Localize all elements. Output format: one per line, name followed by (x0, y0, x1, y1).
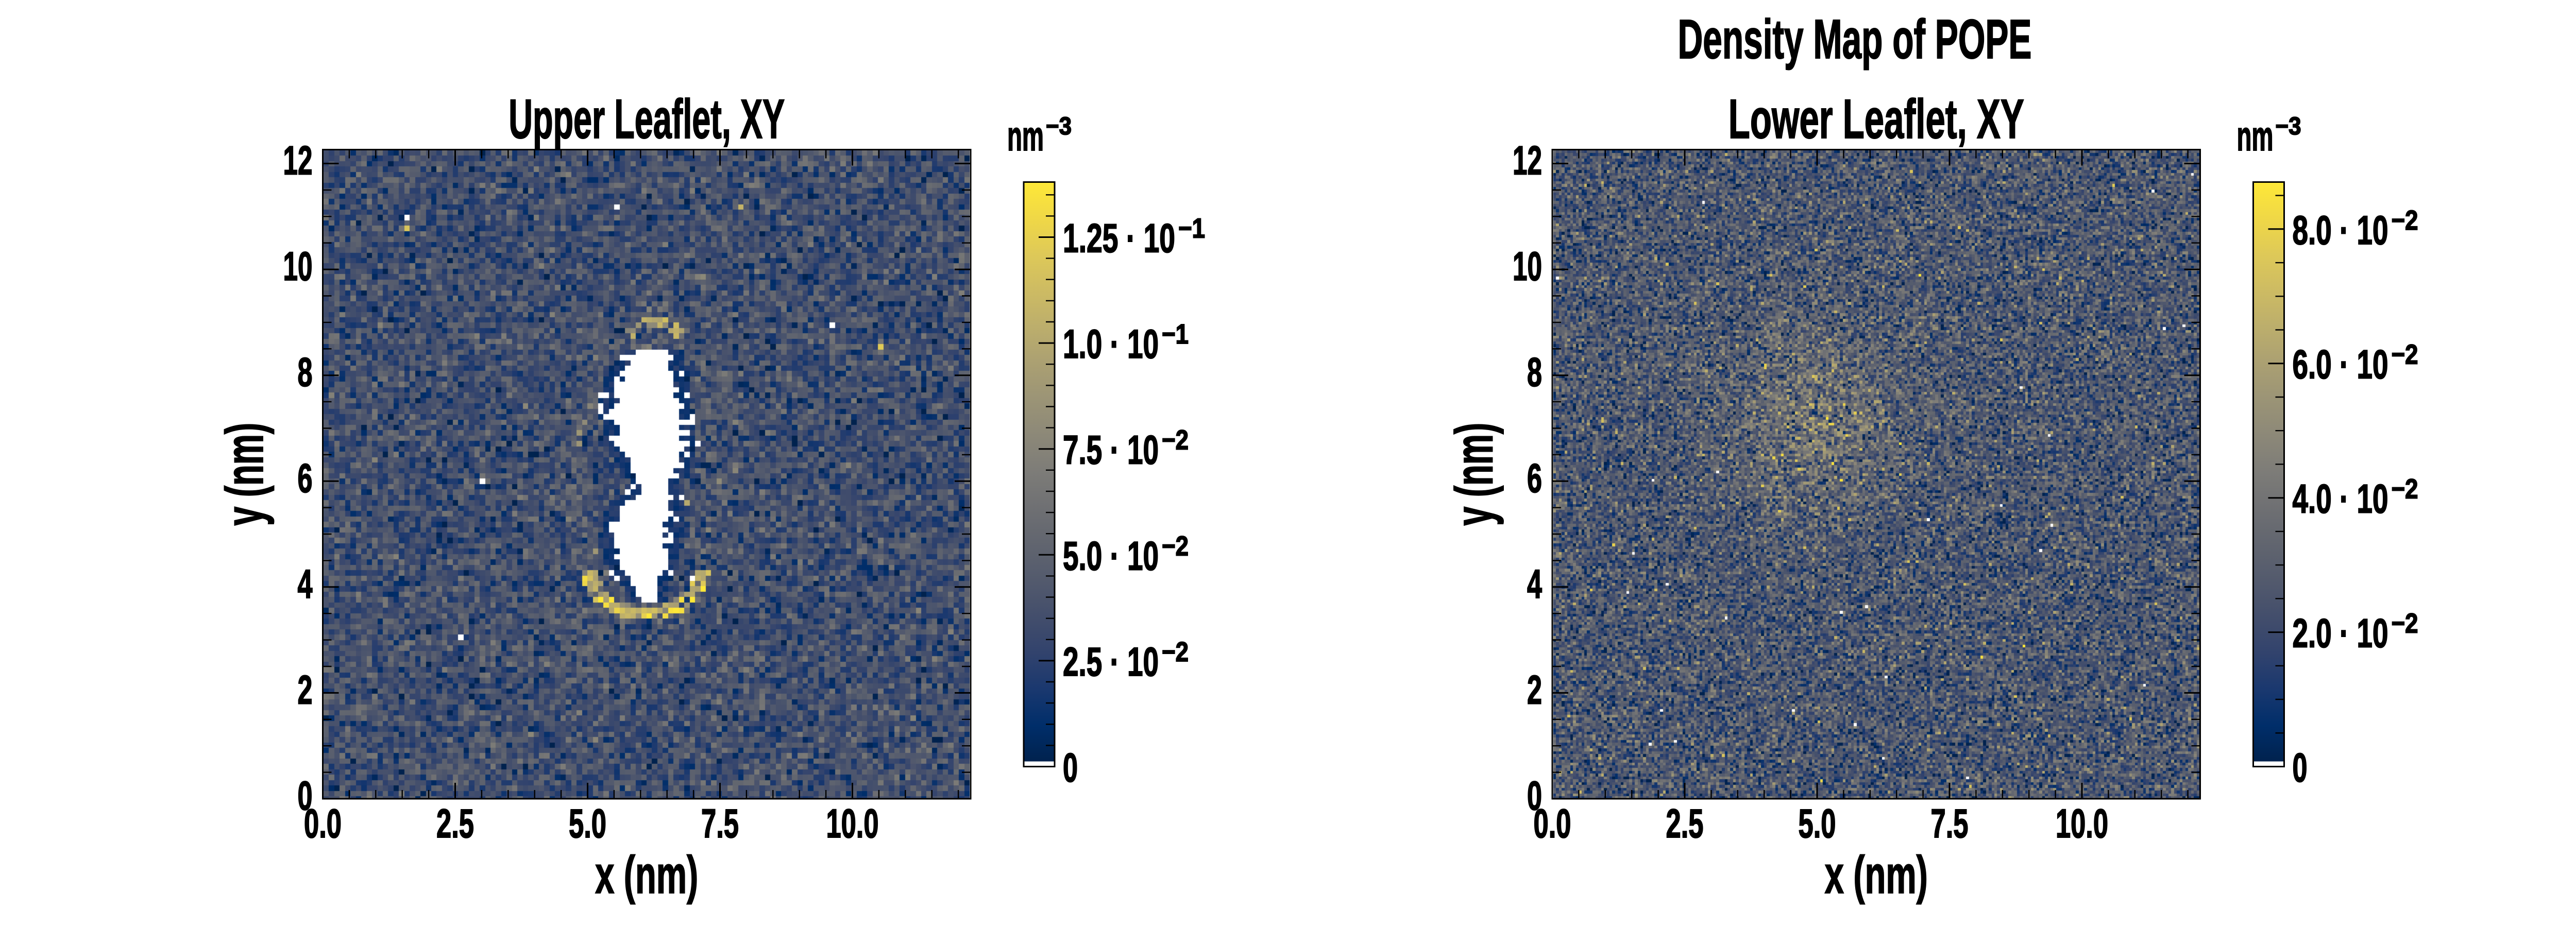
svg-text:1.0 · 10: 1.0 · 10 (1063, 321, 1159, 367)
svg-text:−3: −3 (1046, 113, 1072, 140)
svg-text:4: 4 (298, 561, 313, 607)
svg-text:0: 0 (1063, 745, 1078, 791)
svg-text:−2: −2 (2392, 608, 2418, 639)
svg-text:−1: −1 (1178, 213, 1205, 244)
svg-text:−2: −2 (1162, 530, 1189, 561)
svg-text:x (nm): x (nm) (1825, 845, 1928, 904)
svg-text:0: 0 (1527, 772, 1542, 818)
svg-text:10.0: 10.0 (826, 800, 879, 846)
svg-text:2: 2 (298, 666, 313, 712)
svg-text:nm: nm (2237, 113, 2274, 160)
svg-text:−2: −2 (1162, 425, 1189, 456)
svg-text:0: 0 (298, 772, 313, 818)
svg-text:7.5: 7.5 (1931, 800, 1969, 846)
svg-text:Lower Leaflet, XY: Lower Leaflet, XY (1728, 88, 2024, 150)
svg-text:y (nm): y (nm) (215, 423, 274, 526)
svg-text:10: 10 (1513, 243, 1542, 289)
svg-text:5.0: 5.0 (1799, 800, 1836, 846)
svg-text:nm: nm (1007, 113, 1044, 160)
svg-text:7.5: 7.5 (701, 800, 739, 846)
svg-text:6: 6 (298, 455, 313, 501)
svg-text:2.0 · 10: 2.0 · 10 (2293, 610, 2388, 656)
svg-text:8: 8 (1527, 349, 1542, 395)
svg-text:y (nm): y (nm) (1445, 423, 1504, 526)
svg-text:10: 10 (283, 243, 313, 289)
svg-text:7.5 · 10: 7.5 · 10 (1063, 427, 1159, 473)
svg-text:0.0: 0.0 (304, 800, 342, 846)
svg-text:8: 8 (298, 349, 313, 395)
svg-text:−2: −2 (1162, 637, 1189, 667)
svg-text:8.0 · 10: 8.0 · 10 (2293, 207, 2388, 253)
svg-text:4: 4 (1527, 561, 1542, 607)
svg-text:2.5: 2.5 (1666, 800, 1704, 846)
svg-text:5.0: 5.0 (569, 800, 606, 846)
svg-text:6.0 · 10: 6.0 · 10 (2293, 341, 2388, 387)
svg-text:−1: −1 (1162, 319, 1189, 350)
svg-text:−2: −2 (2392, 205, 2418, 236)
svg-text:x (nm): x (nm) (595, 845, 698, 904)
svg-text:−2: −2 (2392, 474, 2418, 505)
svg-text:0.0: 0.0 (1534, 800, 1571, 846)
svg-text:12: 12 (1513, 138, 1542, 183)
svg-text:Density Map of POPE: Density Map of POPE (1678, 8, 2032, 70)
svg-text:0: 0 (2293, 745, 2308, 791)
svg-text:6: 6 (1527, 455, 1542, 501)
svg-text:10.0: 10.0 (2056, 800, 2108, 846)
svg-text:4.0 · 10: 4.0 · 10 (2293, 476, 2388, 522)
svg-text:12: 12 (283, 138, 313, 183)
svg-text:Upper Leaflet, XY: Upper Leaflet, XY (509, 88, 785, 150)
svg-text:−3: −3 (2276, 113, 2301, 140)
svg-text:2.5 · 10: 2.5 · 10 (1063, 639, 1159, 684)
svg-text:2: 2 (1527, 666, 1542, 712)
svg-text:5.0 · 10: 5.0 · 10 (1063, 533, 1159, 578)
svg-text:1.25 · 10: 1.25 · 10 (1063, 215, 1175, 261)
svg-text:2.5: 2.5 (436, 800, 474, 846)
svg-text:−2: −2 (2392, 339, 2418, 370)
